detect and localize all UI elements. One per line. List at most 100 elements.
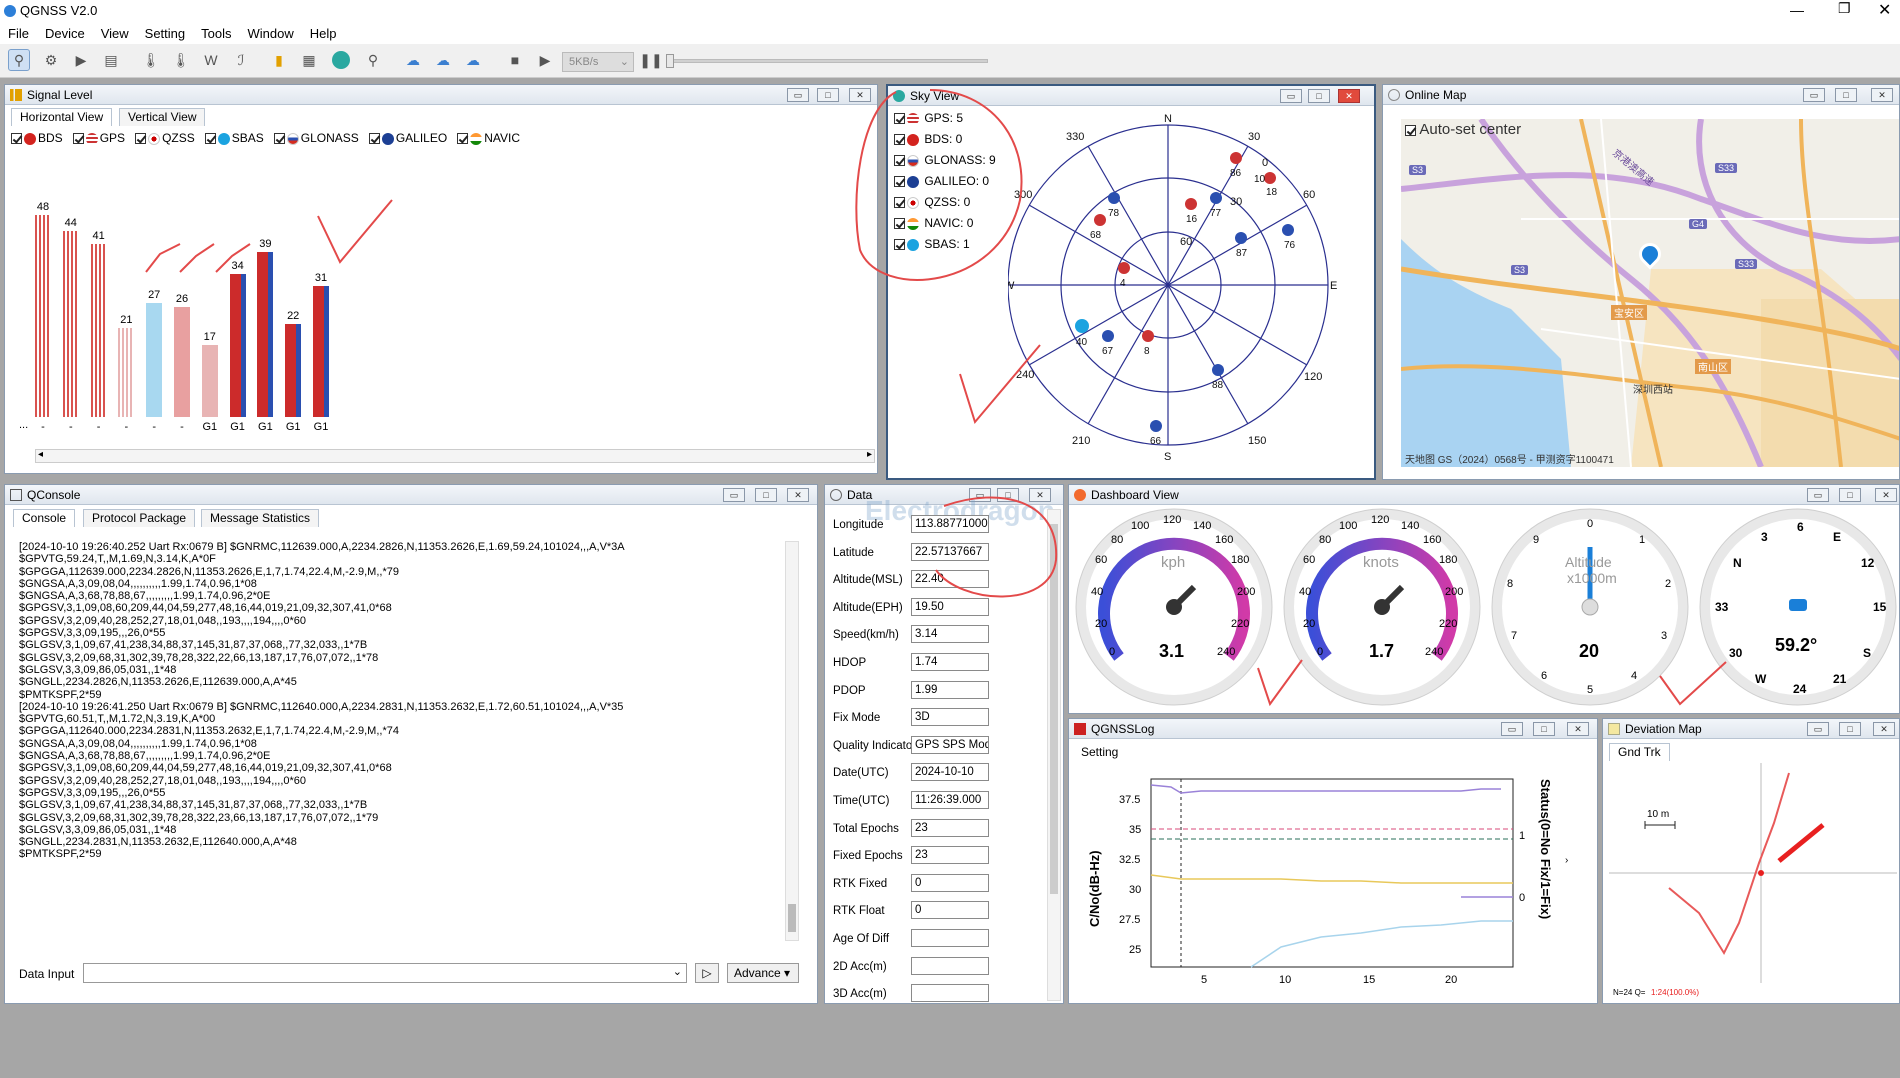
sbas-checkbox[interactable] xyxy=(204,133,216,145)
sky-galileo-row[interactable]: GALILEO: 0 xyxy=(894,174,989,188)
expand-arrow[interactable]: › xyxy=(1565,855,1569,866)
data-row-value[interactable]: 3.14 xyxy=(911,625,989,644)
minimize-button[interactable]: ▭ xyxy=(1803,88,1825,102)
sky-navic-row[interactable]: NAVIC: 0 xyxy=(894,216,973,230)
close-button[interactable]: ✕ xyxy=(787,488,809,502)
sat-18[interactable] xyxy=(1264,172,1276,184)
sky-glonass-row[interactable]: GLONASS: 9 xyxy=(894,153,996,167)
minimize-icon[interactable]: — xyxy=(1790,2,1804,18)
close-button[interactable]: ✕ xyxy=(1875,488,1897,502)
location-icon[interactable]: ⚲ xyxy=(367,51,379,68)
minimize-button[interactable]: ▭ xyxy=(1501,722,1523,736)
bds-checkbox[interactable] xyxy=(11,133,22,145)
progress-handle[interactable] xyxy=(666,54,674,68)
sky-bds-row[interactable]: BDS: 0 xyxy=(894,132,962,146)
cloud-icon[interactable]: ☁ xyxy=(406,51,420,68)
data-row-value[interactable]: 22.57137667 xyxy=(911,542,989,561)
minimize-button[interactable]: ▭ xyxy=(1280,89,1302,103)
maximize-button[interactable]: □ xyxy=(1835,88,1857,102)
stop-icon[interactable]: ■ xyxy=(510,52,520,68)
menu-window[interactable]: Window xyxy=(247,26,294,41)
document-icon[interactable]: ▤ xyxy=(104,51,118,68)
tab-message-statistics[interactable]: Message Statistics xyxy=(201,509,320,527)
menu-view[interactable]: View xyxy=(100,26,129,41)
data-row-value[interactable]: 0 xyxy=(911,873,989,892)
qzss-checkbox[interactable] xyxy=(135,133,147,145)
connect-icon[interactable]: ⚲ xyxy=(8,49,30,71)
map-icon[interactable]: ▦ xyxy=(302,51,316,68)
pause-icon[interactable]: ❚❚ xyxy=(639,51,663,68)
horizontal-scrollbar[interactable]: ◂ ▸ xyxy=(35,449,875,463)
minimize-button[interactable]: ▭ xyxy=(723,488,745,502)
data-row-value[interactable]: 22.40 xyxy=(911,570,989,589)
data-row-value[interactable]: 3D xyxy=(911,708,989,727)
sat-77[interactable] xyxy=(1210,192,1222,204)
data-row-value[interactable]: 1.74 xyxy=(911,653,989,671)
sky-gps-row[interactable]: GPS: 5 xyxy=(894,111,963,125)
maximize-button[interactable]: □ xyxy=(755,488,777,502)
tab-protocol-package[interactable]: Protocol Package xyxy=(83,509,196,527)
menu-help[interactable]: Help xyxy=(309,26,337,41)
close-button[interactable]: ✕ xyxy=(1871,88,1893,102)
cloud-server-icon[interactable]: ☁ xyxy=(466,51,480,68)
maximize-button[interactable]: □ xyxy=(1533,722,1555,736)
data-row-value[interactable]: 23 xyxy=(911,818,989,837)
glonass-checkbox[interactable] xyxy=(273,133,285,145)
sky-qzss-row[interactable]: QZSS: 0 xyxy=(894,195,970,209)
data-row-value[interactable]: 0 xyxy=(911,901,989,920)
temperature-icon[interactable]: 🌡 xyxy=(142,51,160,68)
sat-16[interactable] xyxy=(1185,198,1197,210)
data-row-value[interactable]: 2024-10-10 xyxy=(911,763,989,782)
sat-66[interactable] xyxy=(1150,420,1162,432)
wind-icon[interactable]: W xyxy=(204,52,218,68)
maximize-button[interactable]: □ xyxy=(1308,89,1330,103)
play-icon[interactable]: ▶ xyxy=(75,51,87,68)
menu-device[interactable]: Device xyxy=(44,26,85,41)
minimize-button[interactable]: ▭ xyxy=(1807,722,1829,736)
sat-8[interactable] xyxy=(1142,330,1154,342)
vertical-scrollbar[interactable] xyxy=(1047,509,1061,1001)
tab-horizontal-view[interactable]: Horizontal View xyxy=(11,108,113,126)
play-button-icon[interactable]: ▶ xyxy=(539,51,551,68)
signal-bars-icon[interactable]: ▮ xyxy=(275,51,283,68)
probe-icon[interactable]: ℐ xyxy=(237,51,245,68)
gear-icon[interactable]: ⚙ xyxy=(44,51,58,68)
sat-4[interactable] xyxy=(1118,262,1130,274)
data-row-value[interactable]: GPS SPS Mode xyxy=(911,735,989,754)
data-row-value[interactable]: 11:26:39.000 xyxy=(911,791,989,809)
data-row-value[interactable]: 23 xyxy=(911,846,989,865)
data-row-value[interactable]: 19.50 xyxy=(911,597,989,616)
sat-78[interactable] xyxy=(1108,192,1120,204)
data-row-value[interactable] xyxy=(911,929,989,947)
log-setting[interactable]: Setting xyxy=(1081,745,1119,759)
close-icon[interactable]: ✕ xyxy=(1878,2,1892,19)
close-button[interactable]: ✕ xyxy=(1873,722,1895,736)
sat-76[interactable] xyxy=(1282,224,1294,236)
tab-console[interactable]: Console xyxy=(13,509,76,527)
menu-file[interactable]: File xyxy=(8,26,29,41)
data-input-field[interactable]: ⌄ xyxy=(83,963,687,983)
close-button[interactable]: ✕ xyxy=(1567,722,1589,736)
data-row-value[interactable] xyxy=(911,956,989,975)
minimize-button[interactable]: ▭ xyxy=(1807,488,1829,502)
tab-vertical-view[interactable]: Vertical View xyxy=(119,108,206,126)
close-button[interactable]: ✕ xyxy=(1338,89,1360,103)
galileo-checkbox[interactable] xyxy=(368,133,380,145)
navic-checkbox[interactable] xyxy=(457,133,469,145)
advance-button[interactable]: Advance ▾ xyxy=(727,963,799,983)
data-row-value[interactable]: 1.99 xyxy=(911,680,989,699)
close-button[interactable]: ✕ xyxy=(849,88,871,102)
progress-slider[interactable] xyxy=(668,59,988,63)
tab-gnd-trk[interactable]: Gnd Trk xyxy=(1609,743,1670,761)
rate-select[interactable]: 5KB/s ⌄ xyxy=(562,52,634,72)
sat-40[interactable] xyxy=(1075,319,1089,333)
thermometer-icon[interactable]: 🌡 xyxy=(172,51,190,68)
sat-86[interactable] xyxy=(1230,152,1242,164)
vertical-scrollbar[interactable] xyxy=(785,541,799,941)
sat-68[interactable] xyxy=(1094,214,1106,226)
data-row-value[interactable]: 113.88771000 xyxy=(911,515,989,533)
sat-87[interactable] xyxy=(1235,232,1247,244)
minimize-button[interactable]: ▭ xyxy=(787,88,809,102)
map-canvas[interactable]: Auto-set center S3 S33 G4 S3 S33 宝安区 南山区… xyxy=(1401,119,1899,467)
restore-icon[interactable]: ❐ xyxy=(1838,0,1851,16)
